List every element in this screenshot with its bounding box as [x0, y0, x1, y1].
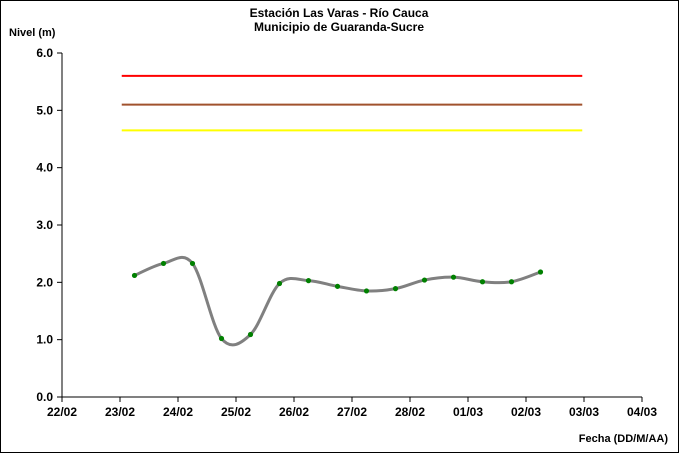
y-tick-label: 5.0 — [36, 103, 53, 117]
y-tick-label: 0.0 — [36, 390, 53, 404]
x-tick-label: 28/02 — [395, 405, 425, 419]
x-tick-label: 02/03 — [511, 405, 541, 419]
series-group — [131, 255, 544, 347]
x-tick-labels: 22/02 23/02 24/02 25/02 26/02 27/02 28/02 01/03… — [47, 405, 657, 419]
x-tick-label: 27/02 — [337, 405, 367, 419]
y-tick-label: 2.0 — [36, 275, 53, 289]
data-point — [305, 278, 312, 284]
chart-title-line-1: Estación Las Varas - Río Cauca — [250, 6, 429, 20]
chart-title-line-2: Municipio de Guaranda-Sucre — [254, 20, 424, 34]
data-point — [189, 260, 196, 267]
data-point — [131, 272, 138, 279]
y-tick-label: 6.0 — [36, 46, 53, 60]
data-point — [276, 280, 283, 287]
y-tick-label: 3.0 — [36, 218, 53, 232]
x-tick-label: 22/02 — [47, 405, 77, 419]
data-point — [334, 283, 341, 289]
data-point — [218, 335, 225, 342]
x-tick-label: 26/02 — [279, 405, 309, 419]
data-point — [160, 260, 167, 267]
y-tick-label: 1.0 — [36, 333, 53, 347]
data-point — [479, 279, 486, 285]
data-point — [537, 269, 544, 275]
data-point — [247, 331, 254, 338]
data-point — [392, 286, 399, 292]
x-tick-label: 03/03 — [569, 405, 599, 419]
y-tick-labels: 0.0 1.0 2.0 3.0 4.0 5.0 6.0 — [36, 46, 53, 404]
x-axis-label: Fecha (DD/M/AA) — [579, 433, 669, 445]
y-tick-label: 4.0 — [36, 161, 53, 175]
x-tick-label: 04/03 — [627, 405, 657, 419]
data-point — [363, 288, 370, 294]
data-point — [450, 274, 457, 280]
axes — [57, 52, 643, 402]
data-point — [508, 279, 515, 285]
x-tick-label: 23/02 — [105, 405, 135, 419]
x-tick-label: 25/02 — [221, 405, 251, 419]
y-axis-label: Nivel (m) — [9, 27, 56, 39]
x-tick-label: 24/02 — [163, 405, 193, 419]
threshold-lines — [121, 74, 583, 132]
data-point — [421, 277, 428, 283]
x-tick-label: 01/03 — [453, 405, 483, 419]
